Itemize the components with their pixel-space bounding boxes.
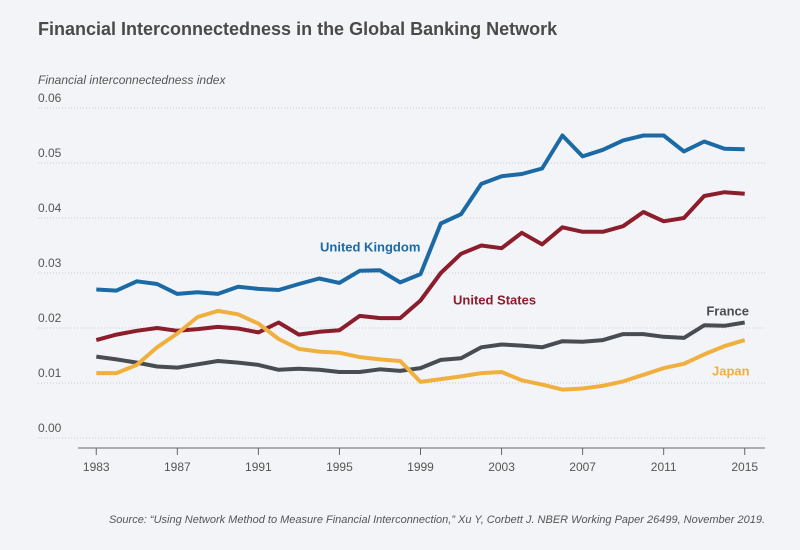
x-tick-label: 1987 — [164, 460, 191, 474]
x-tick-label: 1999 — [407, 460, 434, 474]
y-tick-label: 0.00 — [38, 421, 62, 435]
x-tick-label: 2003 — [488, 460, 515, 474]
series-label: United States — [453, 292, 536, 307]
x-tick-label: 1995 — [326, 460, 353, 474]
y-tick-label: 0.01 — [38, 366, 62, 380]
y-tick-label: 0.04 — [38, 201, 62, 215]
source-note: Source: “Using Network Method to Measure… — [109, 514, 765, 526]
x-tick-label: 2007 — [569, 460, 596, 474]
series-line — [96, 308, 746, 392]
chart-title: Financial Interconnectedness in the Glob… — [38, 19, 558, 39]
x-tick-label: 2015 — [731, 460, 758, 474]
y-tick-label: 0.03 — [38, 256, 62, 270]
y-tick-label: 0.02 — [38, 311, 62, 325]
series-line — [96, 320, 746, 374]
series-label: Japan — [712, 363, 750, 378]
series-line — [95, 190, 745, 343]
series-line — [96, 133, 745, 296]
x-tick-label: 1991 — [245, 460, 272, 474]
series-label: United Kingdom — [320, 239, 420, 254]
y-axis-label: Financial interconnectedness index — [38, 73, 226, 87]
series-label: France — [706, 303, 749, 318]
x-tick-label: 2011 — [651, 460, 677, 474]
y-tick-label: 0.06 — [38, 91, 62, 105]
y-tick-label: 0.05 — [38, 146, 62, 160]
x-tick-label: 1983 — [83, 460, 110, 474]
